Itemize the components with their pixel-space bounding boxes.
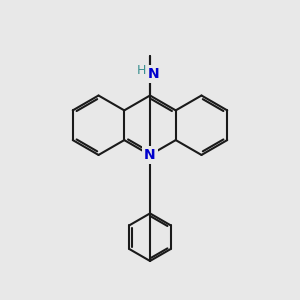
Text: N: N xyxy=(148,67,160,81)
Text: N: N xyxy=(144,148,156,162)
Text: H: H xyxy=(136,64,146,77)
